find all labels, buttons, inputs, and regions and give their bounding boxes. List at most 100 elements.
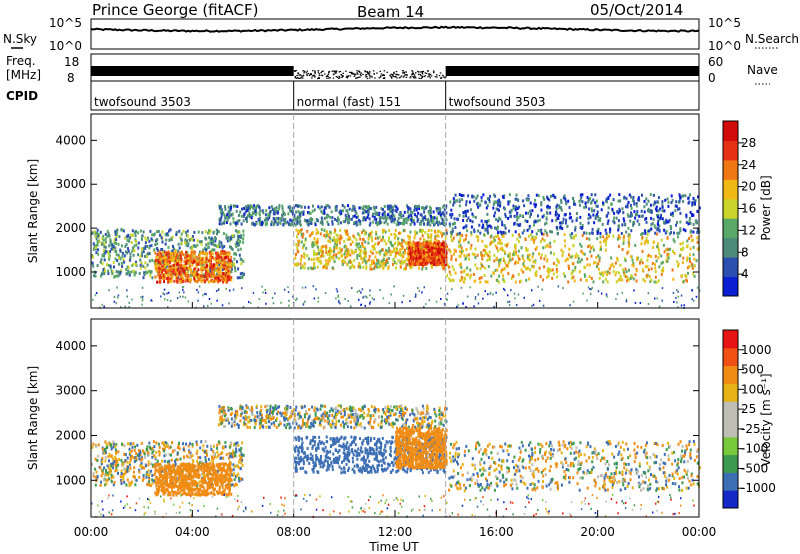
power-point bbox=[672, 277, 675, 281]
freq-point bbox=[314, 70, 316, 72]
power-point bbox=[97, 240, 100, 244]
power-point bbox=[434, 253, 437, 256]
power-point bbox=[196, 239, 199, 243]
freq-point bbox=[314, 71, 316, 73]
power-point bbox=[362, 265, 365, 269]
power-point bbox=[567, 199, 570, 203]
power-point bbox=[210, 251, 213, 255]
power-point bbox=[453, 252, 455, 256]
power-point bbox=[185, 231, 187, 234]
power-point bbox=[520, 268, 523, 272]
power-point bbox=[573, 279, 576, 283]
power-point bbox=[515, 250, 518, 254]
power-point bbox=[678, 193, 681, 197]
power-point bbox=[177, 268, 180, 272]
power-point bbox=[477, 229, 480, 233]
nave-tick-top: 60 bbox=[708, 55, 723, 69]
freq-point bbox=[406, 74, 408, 76]
power-point bbox=[215, 259, 217, 263]
power-point bbox=[610, 202, 613, 206]
power-point bbox=[626, 251, 629, 255]
power-point bbox=[538, 218, 541, 222]
power-point bbox=[142, 264, 145, 268]
power-point bbox=[294, 204, 297, 208]
power-point bbox=[499, 247, 502, 251]
power-point bbox=[430, 256, 433, 260]
power-point bbox=[108, 244, 111, 248]
power-point bbox=[500, 232, 503, 236]
power-point bbox=[435, 219, 438, 223]
power-point bbox=[518, 205, 521, 209]
power-point bbox=[258, 213, 261, 217]
power-point bbox=[686, 266, 689, 270]
power-point bbox=[691, 201, 694, 205]
power-point bbox=[142, 230, 145, 234]
power-point bbox=[312, 265, 315, 268]
power-point bbox=[555, 268, 558, 271]
power-point bbox=[139, 266, 142, 270]
power-point bbox=[320, 205, 323, 209]
power-point bbox=[451, 222, 454, 226]
power-point bbox=[144, 261, 147, 265]
power-point bbox=[323, 264, 325, 268]
power-point bbox=[201, 248, 204, 252]
power-point bbox=[334, 208, 337, 212]
power-point bbox=[507, 200, 510, 204]
power-point bbox=[574, 225, 577, 229]
power-point bbox=[432, 254, 435, 258]
freq-point bbox=[339, 70, 341, 73]
power-point bbox=[689, 247, 692, 251]
power-point bbox=[126, 289, 128, 292]
power-point bbox=[317, 296, 320, 299]
power-point bbox=[519, 222, 522, 226]
power-point bbox=[337, 222, 340, 226]
power-point bbox=[588, 237, 591, 241]
power-point bbox=[156, 262, 159, 266]
freq-point bbox=[355, 73, 357, 75]
power-point bbox=[239, 210, 242, 214]
power-point bbox=[604, 243, 607, 247]
power-point bbox=[144, 266, 147, 270]
power-point bbox=[119, 270, 122, 274]
power-point bbox=[297, 243, 300, 247]
power-point bbox=[388, 236, 390, 240]
power-point bbox=[225, 236, 228, 240]
freq-point bbox=[379, 76, 382, 78]
power-point bbox=[566, 224, 569, 228]
power-point bbox=[636, 219, 639, 223]
power-point bbox=[217, 260, 220, 264]
cpid-label: CPID bbox=[6, 89, 38, 103]
power-point bbox=[696, 230, 699, 234]
power-point bbox=[469, 276, 472, 280]
power-point bbox=[631, 213, 634, 217]
power-point bbox=[284, 221, 287, 225]
power-point bbox=[154, 251, 157, 255]
power-point bbox=[416, 231, 418, 235]
freq-point bbox=[310, 73, 312, 75]
power-point bbox=[452, 236, 455, 240]
power-point bbox=[415, 243, 418, 246]
power-point bbox=[144, 246, 147, 250]
power-point bbox=[207, 231, 210, 235]
power-point bbox=[344, 217, 347, 221]
power-point bbox=[422, 258, 425, 262]
power-point bbox=[351, 208, 354, 212]
power-point bbox=[414, 230, 417, 234]
power-point bbox=[413, 241, 416, 245]
power-point bbox=[307, 257, 310, 261]
power-point bbox=[361, 237, 364, 241]
power-point bbox=[227, 258, 230, 262]
power-point bbox=[242, 259, 245, 263]
power-point bbox=[242, 233, 245, 237]
power-point bbox=[611, 262, 614, 266]
power-point bbox=[238, 241, 240, 245]
power-point bbox=[221, 261, 224, 265]
power-point bbox=[161, 240, 164, 244]
power-point bbox=[504, 215, 507, 219]
power-point bbox=[653, 280, 656, 284]
power-point bbox=[493, 214, 496, 218]
power-point bbox=[191, 263, 194, 267]
power-point bbox=[272, 302, 275, 305]
power-point bbox=[220, 244, 223, 248]
